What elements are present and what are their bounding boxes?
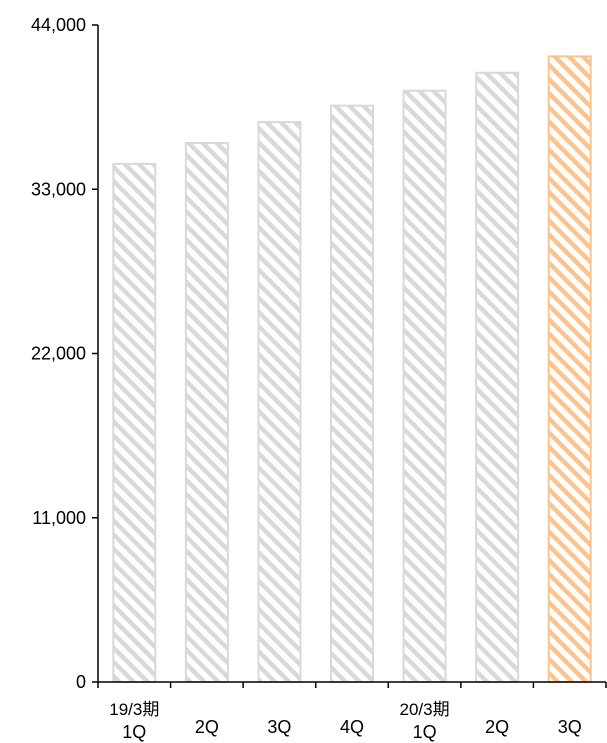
x-label-quarter-6: 2Q	[485, 717, 509, 737]
y-tick-label-2: 22,000	[31, 344, 86, 364]
y-tick-label-3: 33,000	[31, 179, 86, 199]
y-tick-label-4: 44,000	[31, 15, 86, 35]
labels-layer: 0 11,000 22,000 33,000 44,000 19/3期 1Q 2Q 3Q 4Q 20…	[31, 15, 582, 742]
bar-2	[184, 141, 229, 683]
x-label-period-1: 19/3期	[109, 700, 159, 719]
x-label-quarter-4: 4Q	[340, 717, 364, 737]
x-label-quarter-5: 1Q	[413, 722, 437, 742]
x-label-period-5: 20/3期	[400, 700, 450, 719]
bar-6	[475, 71, 520, 684]
x-label-quarter-1: 1Q	[122, 722, 146, 742]
bar-3	[257, 121, 302, 683]
axis-layer	[92, 24, 607, 688]
bar-5	[402, 89, 447, 683]
bar-1	[112, 162, 157, 683]
x-label-quarter-2: 2Q	[195, 717, 219, 737]
bars-layer	[112, 55, 592, 684]
bar-4	[330, 104, 374, 683]
x-label-quarter-7: 3Q	[558, 717, 582, 737]
y-tick-label-0: 0	[76, 672, 86, 692]
x-label-quarter-3: 3Q	[267, 717, 291, 737]
bar-7	[547, 55, 592, 684]
y-tick-label-1: 11,000	[32, 508, 86, 528]
